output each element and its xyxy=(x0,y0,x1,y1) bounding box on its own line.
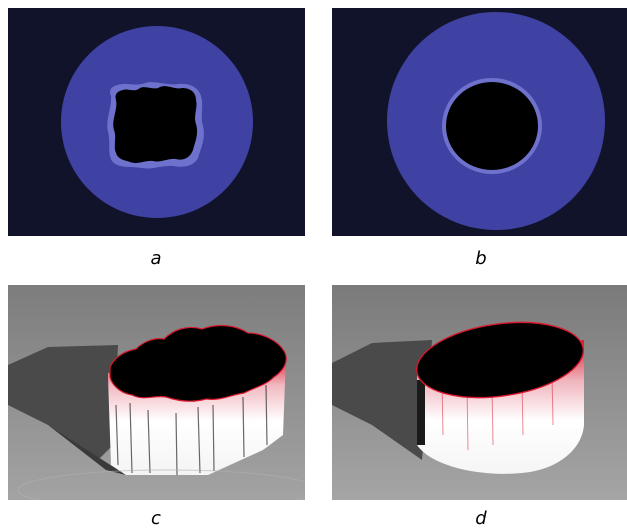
panel-d-image xyxy=(332,285,627,500)
wall-dark-edge xyxy=(417,380,425,445)
panel-d-svg xyxy=(332,285,627,500)
panel-a-svg xyxy=(8,8,305,236)
panel-c-svg xyxy=(8,285,305,500)
panel-b-image xyxy=(332,8,627,236)
panel-label-c: c xyxy=(151,508,161,528)
panel-c-image xyxy=(8,285,305,500)
panel-a-image xyxy=(8,8,305,236)
column-top xyxy=(415,321,585,399)
cast-shadow xyxy=(332,340,432,460)
circular-hole xyxy=(446,82,538,170)
panel-label-d: d xyxy=(475,508,487,528)
shadow-streak xyxy=(48,425,126,475)
ground-ring xyxy=(17,469,305,500)
column-top xyxy=(109,324,287,402)
panel-label-b: b xyxy=(475,248,487,269)
wall-streaks xyxy=(115,384,268,476)
cast-shadow xyxy=(8,345,118,460)
panel-label-a: a xyxy=(150,248,162,269)
irregular-hole xyxy=(113,86,198,163)
panel-b-svg xyxy=(332,8,627,236)
